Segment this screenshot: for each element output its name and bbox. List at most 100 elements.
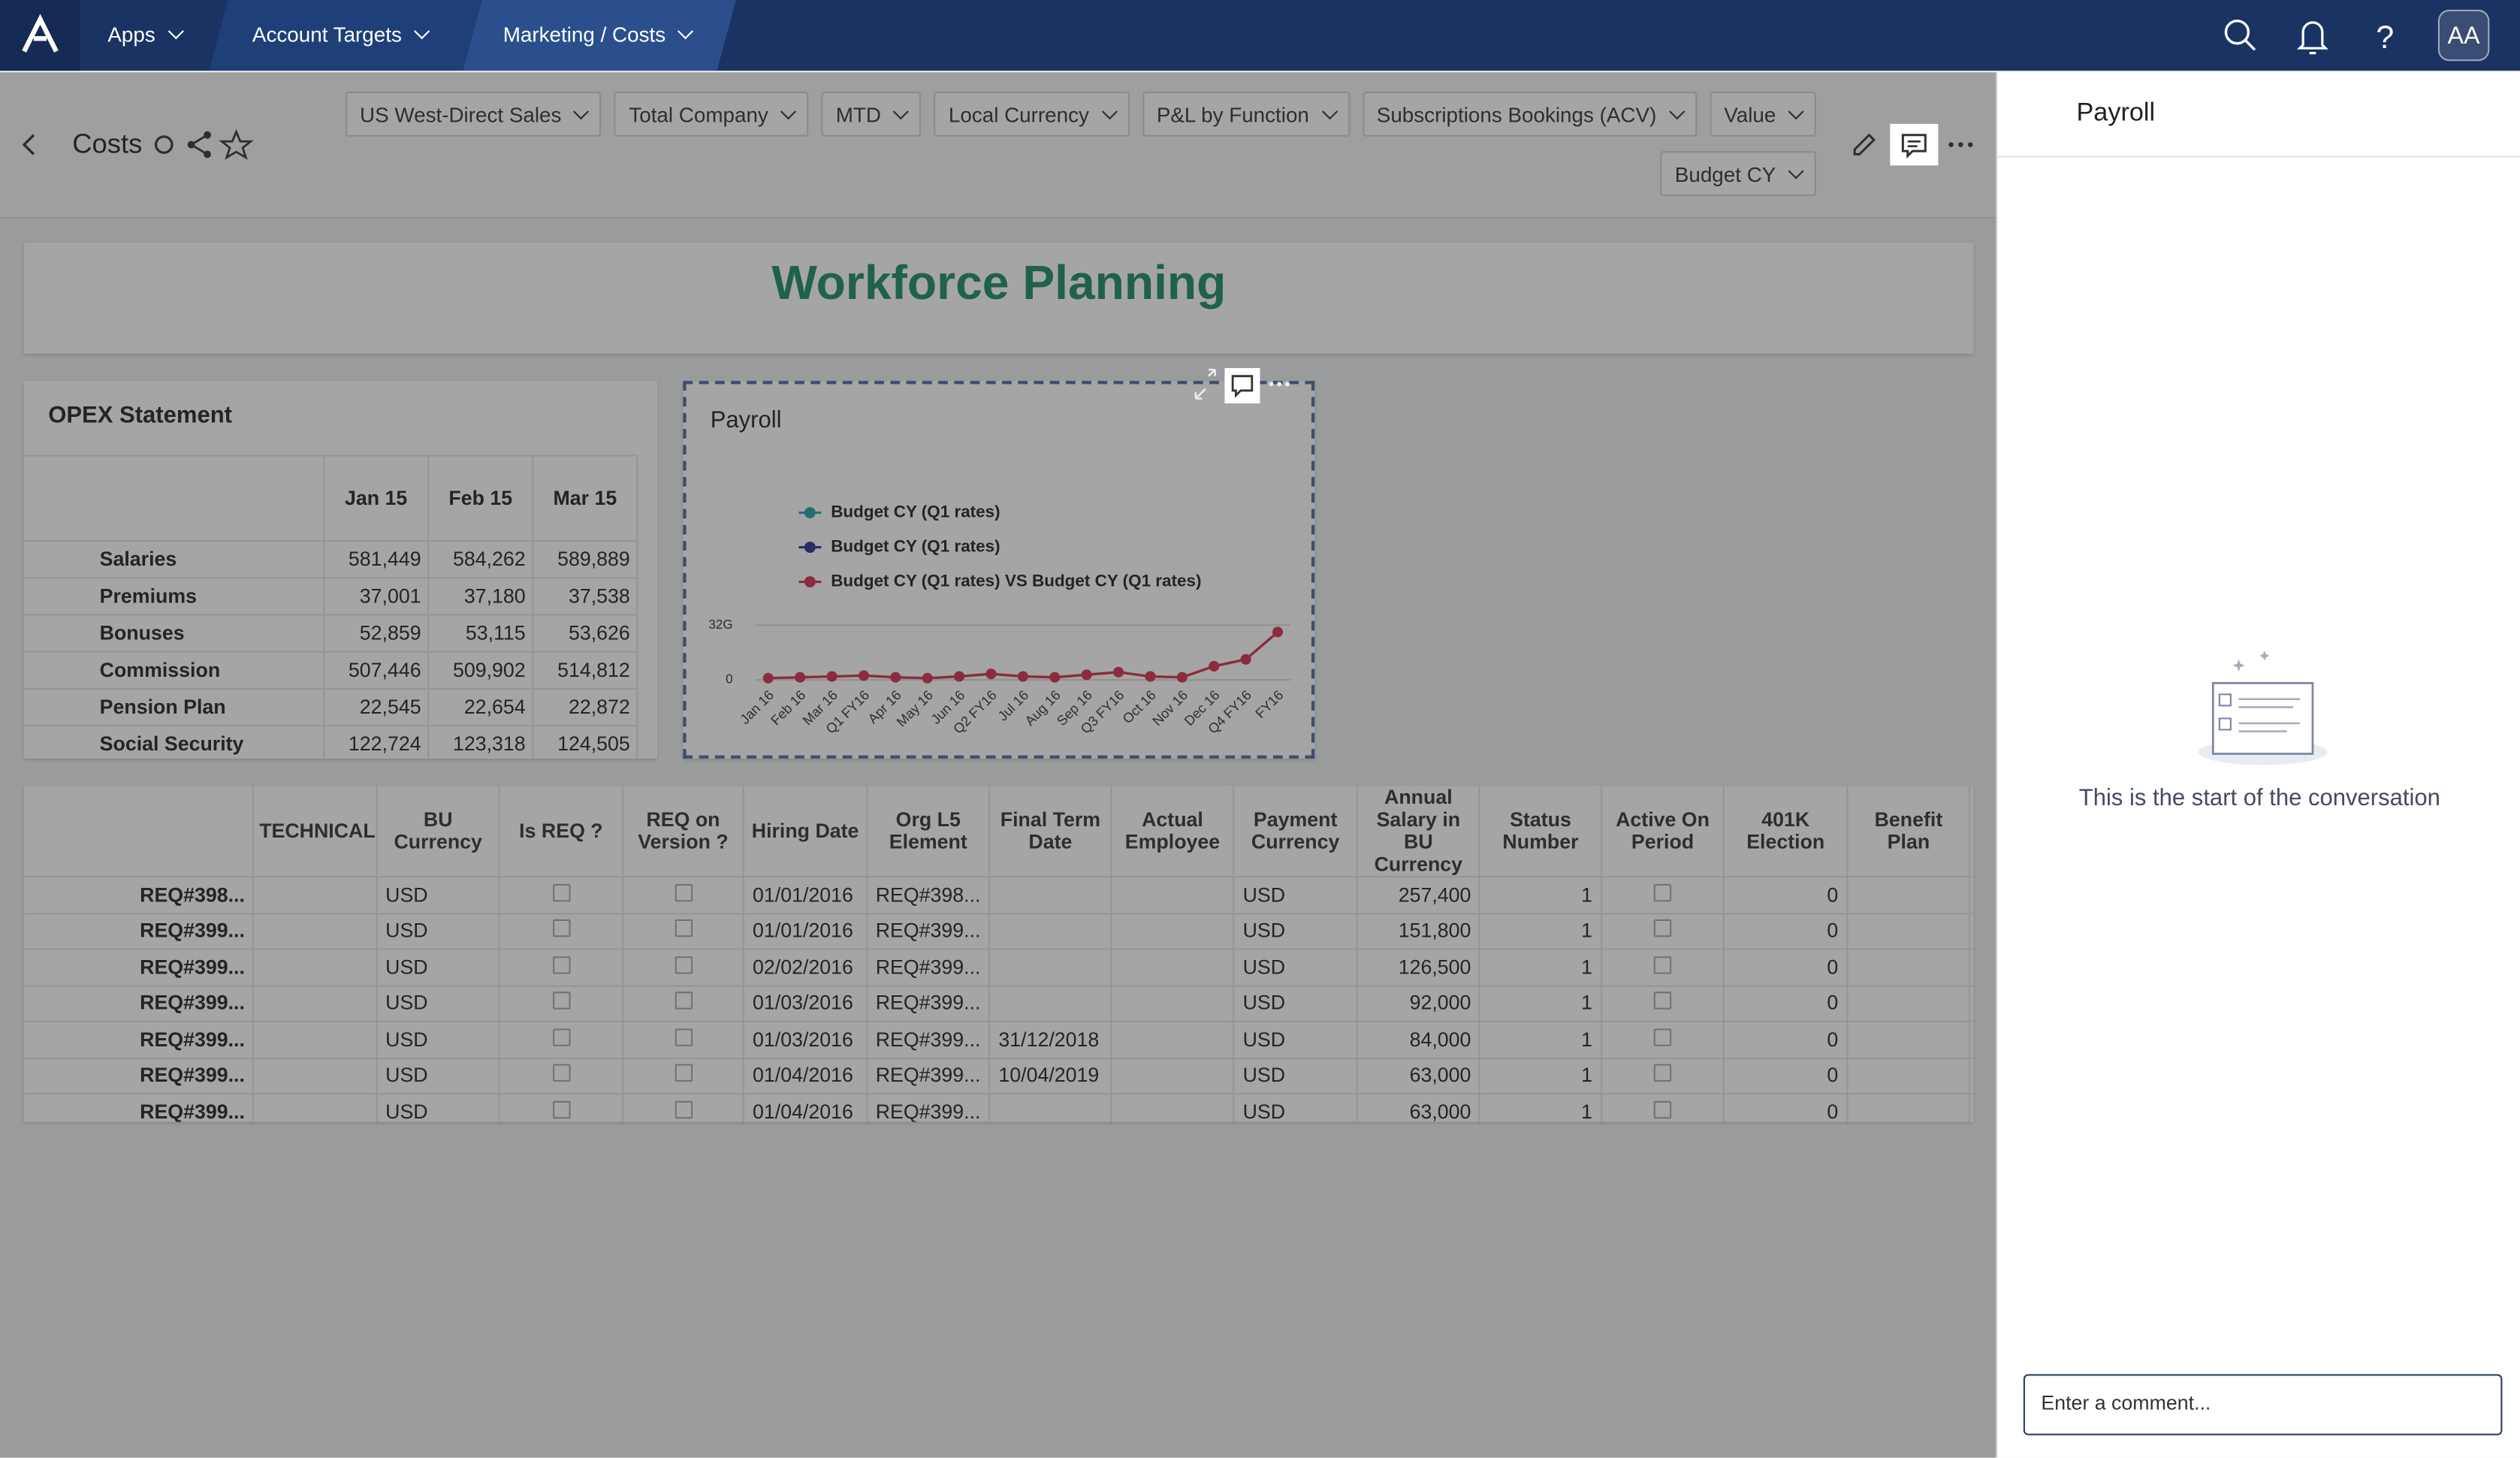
cell: 01/03/2016 <box>744 985 868 1022</box>
tab-bg <box>463 0 736 71</box>
filter-dropdown[interactable]: Local Currency <box>934 91 1130 137</box>
row-label: REQ#399... <box>24 913 255 950</box>
opex-table: Jan 15 Feb 15 Mar 15 Salaries 581,449 584,262… <box>24 454 638 759</box>
nav-label: Apps <box>107 22 155 47</box>
banner: Workforce Planning <box>24 243 1974 354</box>
widget-more-icon[interactable] <box>1269 382 1290 387</box>
cell <box>1601 1057 1725 1095</box>
toolbar-icons <box>1853 133 1973 155</box>
y-tick-label: 32G <box>708 617 732 632</box>
expand-icon[interactable] <box>1194 368 1216 400</box>
cell: 0 <box>1724 1094 1849 1122</box>
column-header: Hiring Date <box>744 786 868 878</box>
cell: 92,000 <box>1357 985 1481 1022</box>
empty-cell <box>1111 1057 1235 1095</box>
cell: USD <box>1233 1021 1358 1058</box>
empty-cell <box>1847 1057 1971 1095</box>
cell: USD <box>1233 877 1358 914</box>
column-header: Final Term Date <box>989 786 1112 878</box>
logo[interactable] <box>0 0 80 71</box>
star-icon[interactable] <box>219 128 254 160</box>
checkbox <box>552 883 570 901</box>
filter-dropdown[interactable]: Total Company <box>614 91 809 137</box>
cell: 10/04/2019 <box>989 1057 1112 1095</box>
legend-dot <box>804 542 816 554</box>
refresh-icon[interactable] <box>154 135 174 154</box>
empty-cell <box>253 1021 378 1058</box>
cell <box>1601 1021 1725 1058</box>
search-icon[interactable] <box>2224 20 2256 51</box>
checkbox <box>552 1064 570 1082</box>
cell: 01/1 <box>1969 913 1974 950</box>
chart-title: Payroll <box>711 406 782 433</box>
share-icon[interactable] <box>187 131 211 158</box>
nav-marketing-costs[interactable]: Marketing / Costs <box>503 0 694 71</box>
cell <box>622 1021 745 1058</box>
nav-account-targets[interactable]: Account Targets <box>252 0 430 71</box>
avatar[interactable]: AA <box>2437 9 2490 62</box>
cell: 584,262 <box>428 540 534 578</box>
checkbox <box>1653 992 1672 1010</box>
filter-label: Subscriptions Bookings (ACV) <box>1376 102 1657 128</box>
cell <box>499 1094 623 1122</box>
cell: USD <box>376 913 501 950</box>
empty-cell <box>1111 1021 1235 1058</box>
empty-cell <box>1847 949 1971 986</box>
comment-input[interactable]: Enter a comment... <box>2023 1374 2503 1435</box>
cell: 01/0 <box>1969 985 1974 1022</box>
cell: REQ#399... <box>866 949 991 986</box>
row-label: REQ#399... <box>24 949 255 986</box>
filter-label: US West-Direct Sales <box>359 102 562 128</box>
filter-dropdown[interactable]: Subscriptions Bookings (ACV) <box>1362 91 1697 137</box>
panel-title: Payroll <box>2076 99 2156 128</box>
cell <box>499 1057 623 1095</box>
checkbox <box>1653 883 1672 901</box>
comment-toggle[interactable] <box>1890 123 1939 166</box>
row-label: Social Security <box>24 726 325 759</box>
opex-row: Pension Plan 22,545 22,654 22,872 <box>24 688 638 726</box>
cell: 01/01/2016 <box>744 913 868 950</box>
filter-label: MTD <box>835 102 882 128</box>
y-tick-label: 0 <box>726 672 733 687</box>
cell: 1 <box>1480 985 1602 1022</box>
more-icon[interactable] <box>1948 142 1973 147</box>
cell: 02/02/2016 <box>744 949 868 986</box>
filter-dropdown[interactable]: Value <box>1709 91 1816 137</box>
cell <box>622 985 745 1022</box>
nav-label: Account Targets <box>252 22 402 47</box>
filter-dropdown[interactable]: US West-Direct Sales <box>345 91 602 137</box>
cell: USD <box>376 949 501 986</box>
cell: 581,449 <box>324 540 430 578</box>
data-grid: TECHNICAL BU Currency Is REQ ? REQ on Versi… <box>24 786 1974 1122</box>
nav-apps[interactable]: Apps <box>107 0 184 71</box>
cell: USD <box>1233 949 1358 986</box>
cell: 1 <box>1480 877 1602 914</box>
banner-title: Workforce Planning <box>771 257 1227 310</box>
column-header: Jan 15 <box>323 454 430 541</box>
cell: 1 <box>1480 949 1602 986</box>
column-header: Payment Currency <box>1233 786 1358 878</box>
cell: 257,400 <box>1357 877 1481 914</box>
edit-icon[interactable] <box>1853 133 1876 155</box>
column-header: 401K Election <box>1724 786 1849 878</box>
help-icon[interactable]: ? <box>2376 20 2394 56</box>
cell: REQ#399... <box>866 1021 991 1058</box>
checkbox <box>674 1100 693 1118</box>
bell-icon[interactable] <box>2296 21 2328 55</box>
empty-cell <box>1847 1021 1971 1058</box>
cell: 01/01/2016 <box>744 877 868 914</box>
cell <box>1601 1094 1725 1122</box>
cell: REQ#399... <box>866 985 991 1022</box>
filter-dropdown[interactable]: MTD <box>821 91 922 137</box>
opex-row: Premiums 37,001 37,180 37,538 <box>24 578 638 615</box>
back-icon[interactable] <box>16 130 41 159</box>
filter-dropdown[interactable]: Budget CY <box>1660 151 1816 197</box>
cell <box>1601 985 1725 1022</box>
cell: 52,859 <box>324 614 430 652</box>
empty-cell <box>989 913 1112 950</box>
corner <box>24 454 325 541</box>
widget-comment-icon[interactable] <box>1224 367 1260 404</box>
empty-cell <box>1111 913 1235 950</box>
cell: 1 <box>1480 1094 1602 1122</box>
filter-dropdown[interactable]: P&L by Function <box>1142 91 1350 137</box>
